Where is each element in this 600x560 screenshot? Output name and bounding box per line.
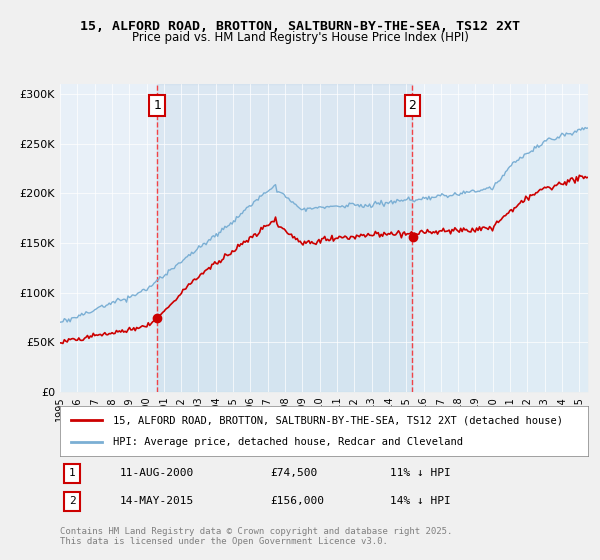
Text: 2: 2 bbox=[68, 496, 76, 506]
Text: 11-AUG-2000: 11-AUG-2000 bbox=[120, 468, 194, 478]
Text: 15, ALFORD ROAD, BROTTON, SALTBURN-BY-THE-SEA, TS12 2XT: 15, ALFORD ROAD, BROTTON, SALTBURN-BY-TH… bbox=[80, 20, 520, 32]
Text: 14-MAY-2015: 14-MAY-2015 bbox=[120, 496, 194, 506]
Text: HPI: Average price, detached house, Redcar and Cleveland: HPI: Average price, detached house, Redc… bbox=[113, 437, 463, 447]
Text: Price paid vs. HM Land Registry's House Price Index (HPI): Price paid vs. HM Land Registry's House … bbox=[131, 31, 469, 44]
Text: 14% ↓ HPI: 14% ↓ HPI bbox=[390, 496, 451, 506]
Text: £74,500: £74,500 bbox=[270, 468, 317, 478]
Text: 2: 2 bbox=[409, 99, 416, 112]
Bar bbox=[157, 84, 412, 392]
Text: 11% ↓ HPI: 11% ↓ HPI bbox=[390, 468, 451, 478]
Text: 15, ALFORD ROAD, BROTTON, SALTBURN-BY-THE-SEA, TS12 2XT (detached house): 15, ALFORD ROAD, BROTTON, SALTBURN-BY-TH… bbox=[113, 415, 563, 425]
Text: 1: 1 bbox=[153, 99, 161, 112]
Text: 1: 1 bbox=[68, 468, 76, 478]
Text: Contains HM Land Registry data © Crown copyright and database right 2025.
This d: Contains HM Land Registry data © Crown c… bbox=[60, 526, 452, 546]
Text: £156,000: £156,000 bbox=[270, 496, 324, 506]
